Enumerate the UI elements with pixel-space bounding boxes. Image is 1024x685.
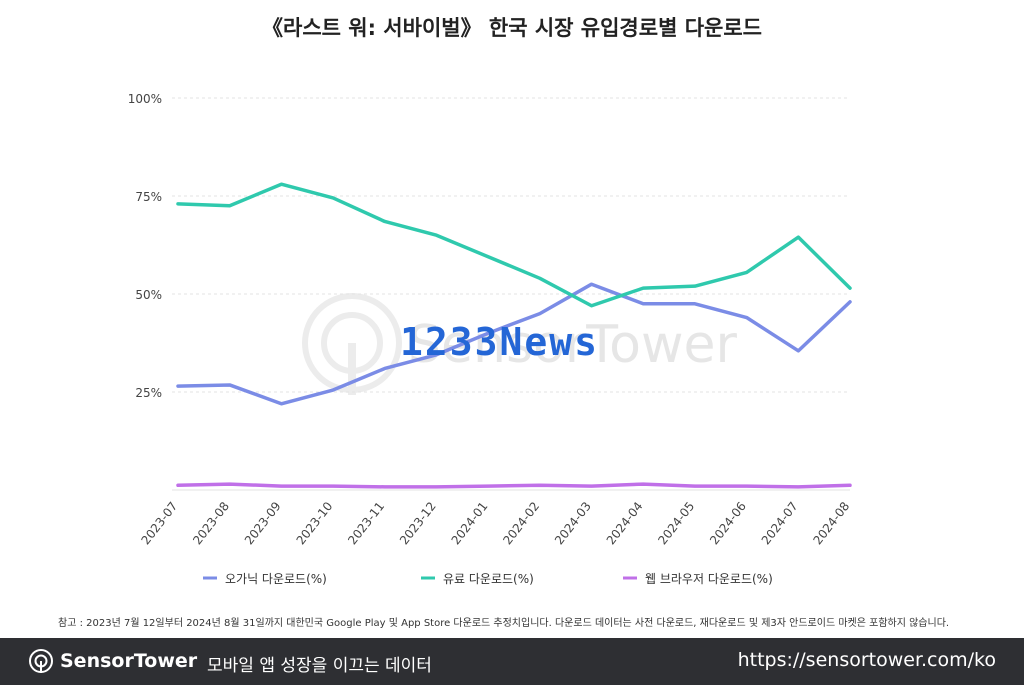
news-overlay-text: 1233News [400,320,600,364]
y-tick-label: 75% [135,190,162,204]
y-tick-label: 50% [135,288,162,302]
footer-bar: SensorTower 모바일 앱 성장을 이끄는 데이터 https://se… [0,638,1024,685]
brand-name: SensorTower [60,650,198,672]
tagline: 모바일 앱 성장을 이끄는 데이터 [207,656,432,676]
chart-title: 《라스트 워: 서바이벌》 한국 시장 유입경로별 다운로드 [262,16,762,40]
x-tick-label: 2023-11 [345,499,387,547]
line-chart: SensorTower 100%75%50%25% 2023-07 2023-08… [128,92,853,586]
x-tick-label: 2024-01 [449,499,491,547]
x-tick-label: 2024-06 [707,499,749,547]
legend-label: 오가닉 다운로드(%) [225,572,327,586]
series-line [176,282,852,406]
y-tick-label: 25% [135,386,162,400]
x-tick-label: 2024-05 [655,499,697,547]
site-url-link[interactable]: https://sensortower.com/ko [737,649,996,671]
series-lines [176,182,852,489]
y-tick-label: 100% [128,92,162,106]
grid-lines [172,97,850,491]
x-tick-label: 2024-04 [604,499,646,547]
x-tick-label: 2023-07 [138,499,180,547]
series-line [176,482,852,489]
footnote: 참고 : 2023년 7월 12일부터 2024년 8월 31일까지 대한민국 … [58,618,950,629]
legend: 오가닉 다운로드(%) 유료 다운로드(%) 웹 브라우저 다운로드(%) [203,572,773,586]
x-axis: 2023-07 2023-08 2023-09 2023-10 2023-11 2023-… [138,499,852,547]
x-tick-label: 2024-08 [810,499,852,547]
x-tick-label: 2023-09 [242,499,284,547]
x-tick-label: 2023-10 [294,499,336,547]
legend-label: 웹 브라우저 다운로드(%) [645,572,773,586]
y-axis: 100% 75% 50% 25% [128,92,162,400]
x-tick-label: 2024-02 [500,499,542,547]
x-tick-label: 2024-07 [759,499,801,547]
legend-label: 유료 다운로드(%) [443,572,534,586]
x-tick-label: 2023-08 [190,499,232,547]
sensortower-icon [29,649,53,673]
series-line [176,182,852,308]
x-tick-label: 2024-03 [552,499,594,547]
brand-logo[interactable]: SensorTower [28,648,197,674]
x-tick-label: 2023-12 [397,499,439,547]
